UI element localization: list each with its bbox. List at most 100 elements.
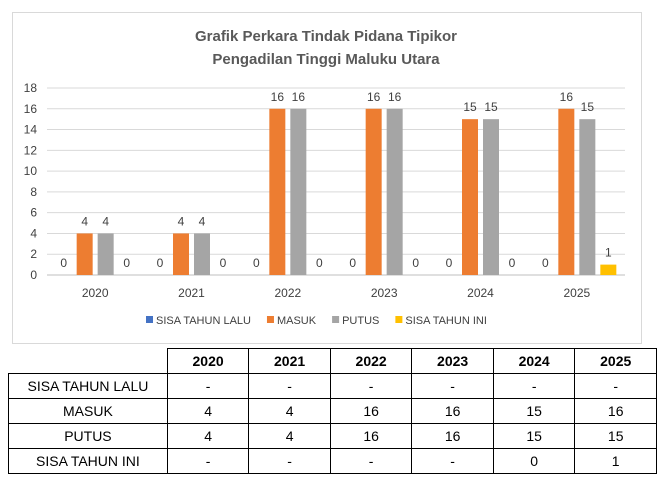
bar	[76, 233, 93, 275]
legend-label: PUTUS	[342, 315, 379, 327]
table-col-header: 2022	[329, 348, 413, 374]
data-label: 16	[560, 90, 574, 104]
gridlines	[47, 87, 625, 276]
data-label: 0	[542, 256, 549, 270]
bars	[76, 108, 617, 276]
data-label: 4	[199, 214, 206, 228]
bar	[365, 108, 382, 276]
data-label: 4	[178, 214, 185, 228]
bar	[386, 108, 403, 276]
x-tick-label: 2023	[371, 286, 398, 300]
data-label: 15	[581, 100, 595, 114]
data-label: 1	[605, 246, 612, 260]
data-label: 0	[220, 256, 227, 270]
y-tick-label: 8	[30, 185, 37, 199]
y-tick-label: 0	[30, 268, 37, 282]
x-tick-label: 2024	[467, 286, 494, 300]
legend-swatch	[332, 316, 340, 323]
table-cell: 16	[329, 398, 413, 424]
table-cell: -	[492, 373, 576, 399]
table-cell: 4	[166, 423, 250, 449]
bar	[290, 108, 307, 276]
x-tick-label: 2021	[178, 286, 205, 300]
bar	[462, 119, 478, 276]
table-corner	[9, 349, 168, 374]
table-cell: 4	[166, 398, 250, 424]
data-label: 4	[102, 214, 109, 228]
table-row: SISA TAHUN LALU - - - - - -	[8, 373, 657, 399]
table-row-label: MASUK	[8, 398, 168, 424]
y-tick-label: 10	[24, 164, 38, 178]
table-row-label: PUTUS	[8, 423, 168, 449]
data-table: 2020 2021 2022 2023 2024 2025 SISA TAHUN…	[8, 348, 657, 474]
y-axis: 0 2 4 6 8 10 12 14 16 18	[24, 81, 38, 282]
bar	[558, 108, 575, 276]
table-row: MASUK 4 4 16 16 15 16	[8, 398, 657, 424]
legend-swatch	[266, 316, 274, 323]
table-cell: -	[411, 373, 494, 399]
table-cell: 1	[574, 448, 657, 474]
table-col-header: 2021	[248, 348, 331, 374]
bar	[173, 233, 189, 275]
data-label: 0	[123, 256, 130, 270]
legend-label: MASUK	[277, 315, 317, 327]
chart-area: Grafik Perkara Tindak Pidana Tipikor Pen…	[12, 12, 642, 344]
table-cell: 15	[574, 423, 657, 449]
chart-title-line-1: Grafik Perkara Tindak Pidana Tipikor	[195, 28, 457, 45]
table-cell: 16	[329, 423, 413, 449]
chart-title-line-2: Pengadilan Tinggi Maluku Utara	[212, 51, 440, 68]
data-label: 0	[60, 256, 67, 270]
table-cell: -	[166, 448, 250, 474]
legend-label: SISA TAHUN INI	[405, 315, 487, 327]
x-axis: 2020 2021 2022 2023 2024 2025	[82, 286, 591, 300]
table-cell: -	[248, 448, 331, 474]
data-label: 15	[463, 100, 477, 114]
table-col-header: 2023	[411, 348, 494, 374]
table-cell: 0	[492, 448, 576, 474]
data-label: 0	[412, 256, 419, 270]
bar	[600, 264, 617, 275]
data-label: 4	[81, 214, 88, 228]
data-label: 0	[157, 256, 164, 270]
table-row-label: SISA TAHUN INI	[8, 448, 168, 474]
table-cell: 4	[248, 423, 331, 449]
table-cell: 16	[411, 423, 494, 449]
table-row-label: SISA TAHUN LALU	[8, 373, 168, 399]
legend-swatch	[395, 316, 403, 323]
data-label: 0	[316, 256, 323, 270]
y-tick-label: 4	[30, 226, 37, 240]
y-tick-label: 16	[24, 102, 38, 116]
bar	[579, 119, 596, 276]
x-tick-label: 2020	[82, 286, 109, 300]
x-tick-label: 2022	[274, 286, 301, 300]
y-tick-label: 18	[24, 81, 38, 95]
bar	[194, 233, 210, 275]
data-label: 0	[446, 256, 453, 270]
table-row: SISA TAHUN INI - - - - 0 1	[8, 448, 657, 474]
table-cell: -	[329, 448, 413, 474]
data-label: 0	[349, 256, 356, 270]
data-label: 16	[367, 90, 381, 104]
table-cell: 4	[248, 398, 331, 424]
table-cell: -	[411, 448, 494, 474]
data-label: 0	[509, 256, 516, 270]
bar	[97, 233, 114, 275]
data-label: 16	[271, 90, 285, 104]
legend-label: SISA TAHUN LALU	[156, 315, 251, 327]
y-tick-label: 12	[24, 143, 38, 157]
table-cell: 16	[411, 398, 494, 424]
table-cell: -	[248, 373, 331, 399]
y-tick-label: 6	[30, 206, 37, 220]
data-label: 0	[253, 256, 260, 270]
y-tick-label: 2	[30, 247, 37, 261]
table-col-header: 2024	[492, 348, 576, 374]
data-label: 16	[388, 90, 402, 104]
data-label: 16	[292, 90, 306, 104]
bar-chart: Grafik Perkara Tindak Pidana Tipikor Pen…	[24, 28, 625, 327]
table-row: PUTUS 4 4 16 16 15 15	[8, 423, 657, 449]
table-col-header: 2020	[166, 348, 250, 374]
table-cell: 15	[492, 398, 576, 424]
y-tick-label: 14	[24, 123, 38, 137]
data-label: 15	[484, 100, 498, 114]
